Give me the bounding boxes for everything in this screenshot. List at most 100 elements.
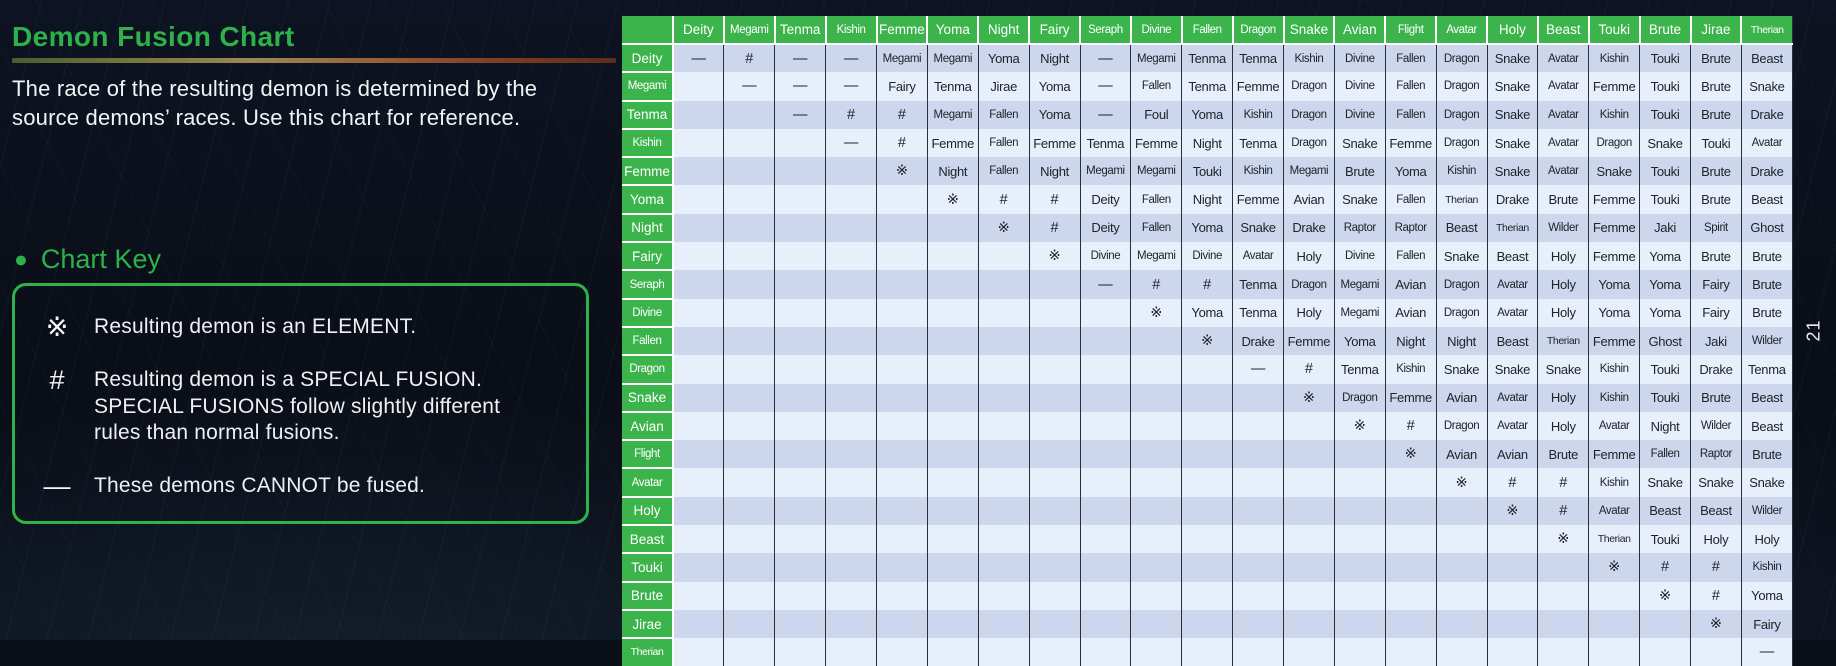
fusion-cell (825, 525, 877, 554)
fusion-cell (1436, 525, 1488, 554)
fusion-cell (927, 581, 979, 610)
fusion-cell (1385, 553, 1437, 582)
fusion-cell: — (774, 44, 827, 73)
fusion-cell (1487, 638, 1539, 666)
fusion-cell (876, 638, 928, 666)
fusion-cell: Avian (1283, 185, 1335, 214)
key-item-cannot-fuse: — These demons CANNOT be fused. (35, 471, 570, 500)
fusion-cell: Fallen (1385, 72, 1437, 101)
fusion-cell: # (1029, 185, 1081, 214)
fusion-cell: Deity (1080, 213, 1132, 243)
fusion-cell (927, 525, 979, 554)
fusion-cell: Beast (1741, 185, 1794, 214)
fusion-cell: Holy (1537, 383, 1590, 412)
fusion-cell (1232, 553, 1284, 582)
fusion-cell: Brute (1690, 383, 1742, 412)
fusion-cell (673, 72, 725, 101)
fusion-cell (723, 100, 776, 129)
fusion-cell (673, 355, 725, 384)
fusion-cell (1080, 298, 1132, 327)
fusion-cell: Yoma (1588, 298, 1641, 327)
fusion-cell: Femme (1588, 213, 1641, 243)
fusion-cell (1283, 581, 1335, 610)
fusion-cell (774, 638, 827, 666)
column-header-touki: Touki (1588, 16, 1641, 45)
fusion-cell (927, 609, 979, 639)
column-header-avian: Avian (1334, 16, 1387, 45)
fusion-cell (774, 270, 827, 299)
fusion-cell (1130, 496, 1183, 526)
fusion-cell: Femme (1588, 440, 1641, 469)
fusion-body: Deity — # — — Megami Megami Yoma Night — Megami Ten… (622, 44, 1794, 666)
fusion-cell: # (1283, 355, 1335, 384)
fusion-cell (927, 496, 979, 526)
column-header-fallen: Fallen (1181, 16, 1234, 45)
row-header-fairy: Fairy (622, 241, 674, 271)
fusion-cell (876, 411, 928, 441)
fusion-cell: Snake (1487, 72, 1539, 101)
fusion-cell (1232, 609, 1284, 639)
fusion-cell: Snake (1639, 468, 1691, 497)
fusion-cell (876, 355, 928, 384)
fusion-cell: Touki (1639, 355, 1691, 384)
fusion-cell: Avatar (1537, 72, 1590, 101)
fusion-cell: Femme (1588, 185, 1641, 214)
fusion-cell: Yoma (978, 44, 1030, 73)
fusion-cell: — (1080, 100, 1132, 129)
fusion-cell (927, 553, 979, 582)
fusion-cell (1334, 553, 1386, 582)
fusion-cell: ※ (927, 185, 979, 214)
fusion-cell (1130, 383, 1183, 412)
fusion-cell: Snake (1487, 44, 1539, 73)
fusion-cell: Kishin (1588, 468, 1641, 497)
fusion-cell (723, 242, 776, 271)
fusion-cell (978, 638, 1030, 666)
fusion-cell (825, 581, 877, 610)
row-header-therian: Therian (622, 637, 674, 666)
row-header-flight: Flight (622, 439, 674, 469)
fusion-cell: Kishin (1232, 157, 1284, 186)
fusion-cell: Snake (1741, 468, 1794, 497)
fusion-cell (1130, 355, 1183, 384)
fusion-cell (927, 242, 979, 271)
fusion-cell (1436, 553, 1488, 582)
fusion-cell: Touki (1639, 185, 1691, 214)
fusion-cell (825, 242, 877, 271)
fusion-cell: # (1487, 468, 1539, 497)
fusion-cell: Yoma (1181, 213, 1234, 243)
title-rule (12, 58, 616, 64)
fusion-cell (876, 185, 928, 214)
fusion-cell (1181, 553, 1234, 582)
fusion-cell (978, 242, 1030, 271)
fusion-cell: ※ (1130, 298, 1183, 327)
fusion-cell (1334, 638, 1386, 666)
table-row: Avatar ※ # # Kishin Snake Snake Snake (622, 467, 1794, 497)
fusion-cell (1334, 581, 1386, 610)
fusion-cell (1232, 440, 1284, 469)
fusion-cell (825, 553, 877, 582)
fusion-cell: Megami (1334, 270, 1386, 299)
fusion-cell (1232, 496, 1284, 526)
fusion-cell: Brute (1690, 44, 1742, 73)
fusion-cell (1029, 326, 1081, 356)
fusion-cell: — (723, 72, 776, 101)
fusion-cell (876, 496, 928, 526)
fusion-cell (1181, 496, 1234, 526)
fusion-cell: # (723, 44, 776, 73)
fusion-cell: Tenma (1232, 298, 1284, 327)
fusion-cell: Tenma (1232, 44, 1284, 73)
fusion-cell: ※ (1181, 326, 1234, 356)
fusion-cell: Divine (1334, 72, 1386, 101)
fusion-cell: Therian (1487, 213, 1539, 243)
row-header-seraph: Seraph (622, 269, 674, 299)
fusion-cell (673, 496, 725, 526)
fusion-cell: Femme (1588, 72, 1641, 101)
fusion-cell: ※ (876, 157, 928, 186)
fusion-cell (1283, 525, 1335, 554)
fusion-cell: Divine (1334, 100, 1386, 129)
fusion-cell: Drake (1690, 355, 1742, 384)
fusion-cell (1487, 553, 1539, 582)
fusion-cell (1080, 609, 1132, 639)
column-header-kishin: Kishin (825, 16, 878, 45)
fusion-cell (978, 468, 1030, 497)
